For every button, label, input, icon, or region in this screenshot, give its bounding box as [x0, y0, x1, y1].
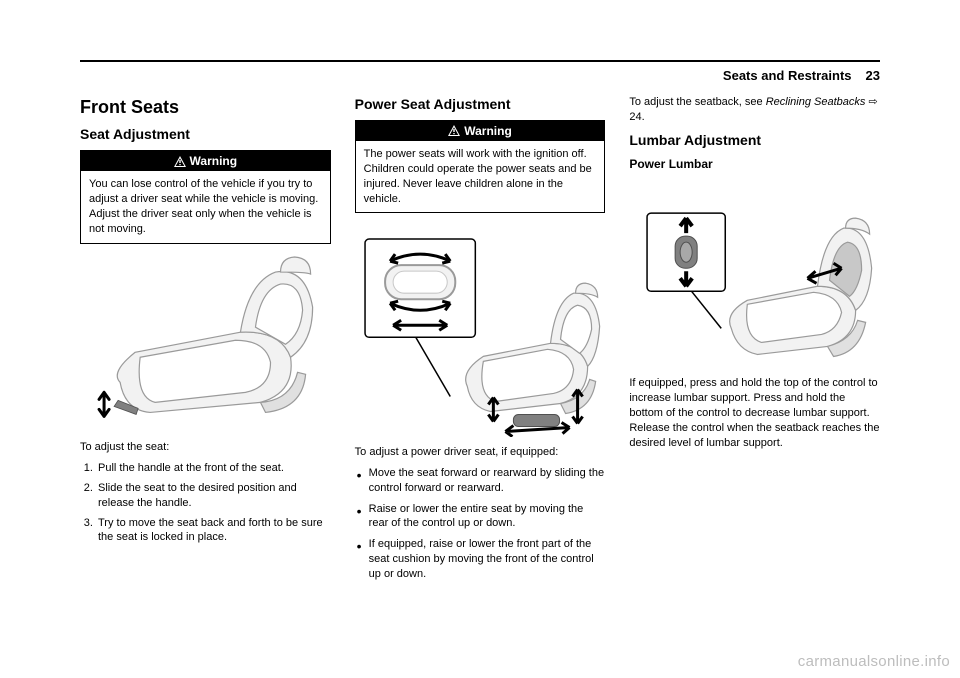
column-2: Power Seat Adjustment Warning The power …	[355, 95, 606, 588]
lumbar-body: If equipped, press and hold the top of t…	[629, 376, 880, 450]
chapter-title: Seats and Restraints	[723, 68, 852, 83]
bullet-3: If equipped, raise or lower the front pa…	[355, 537, 606, 582]
warning-header-2: Warning	[356, 121, 605, 141]
power-seat-intro: To adjust a power driver seat, if equipp…	[355, 445, 606, 460]
warning-box-2: Warning The power seats will work with t…	[355, 120, 606, 214]
step-1: Pull the handle at the front of the seat…	[96, 461, 331, 476]
column-1: Front Seats Seat Adjustment Warning You …	[80, 95, 331, 588]
figure-lumbar	[629, 178, 880, 369]
heading-front-seats: Front Seats	[80, 95, 331, 119]
page-header: Seats and Restraints 23	[80, 68, 880, 83]
step-2: Slide the seat to the desired position a…	[96, 481, 331, 511]
bullet-2: Raise or lower the entire seat by moving…	[355, 502, 606, 532]
warning-header-1: Warning	[81, 151, 330, 171]
heading-power-lumbar: Power Lumbar	[629, 156, 880, 172]
warning-label-2: Warning	[464, 123, 512, 139]
warning-body-1: You can lose control of the vehicle if y…	[81, 171, 330, 242]
figure-power-seat	[355, 221, 606, 437]
xref-link: Reclining Seatbacks	[766, 96, 866, 108]
seat-adjust-steps: Pull the handle at the front of the seat…	[80, 461, 331, 545]
column-3: To adjust the seatback, see Reclining Se…	[629, 95, 880, 588]
watermark: carmanualsonline.info	[798, 653, 950, 670]
xref-pre: To adjust the seatback, see	[629, 96, 765, 108]
warning-box-1: Warning You can lose control of the vehi…	[80, 150, 331, 244]
bullet-1: Move the seat forward or rearward by sli…	[355, 466, 606, 496]
heading-power-seat: Power Seat Adjustment	[355, 95, 606, 114]
page-number: 23	[866, 68, 880, 83]
warning-triangle-icon	[174, 156, 186, 167]
columns: Front Seats Seat Adjustment Warning You …	[80, 95, 880, 588]
figure-manual-seat	[80, 252, 331, 432]
warning-body-2: The power seats will work with the ignit…	[356, 141, 605, 212]
heading-seat-adjustment: Seat Adjustment	[80, 125, 331, 144]
step-3: Try to move the seat back and forth to b…	[96, 516, 331, 546]
heading-lumbar: Lumbar Adjustment	[629, 131, 880, 150]
warning-label-1: Warning	[190, 153, 238, 169]
xref-paragraph: To adjust the seatback, see Reclining Se…	[629, 95, 880, 125]
seat-adjust-intro: To adjust the seat:	[80, 440, 331, 455]
header-rule	[80, 60, 880, 62]
power-seat-bullets: Move the seat forward or rearward by sli…	[355, 466, 606, 582]
page-container: Seats and Restraints 23 Front Seats Seat…	[80, 60, 880, 660]
warning-triangle-icon	[448, 125, 460, 136]
